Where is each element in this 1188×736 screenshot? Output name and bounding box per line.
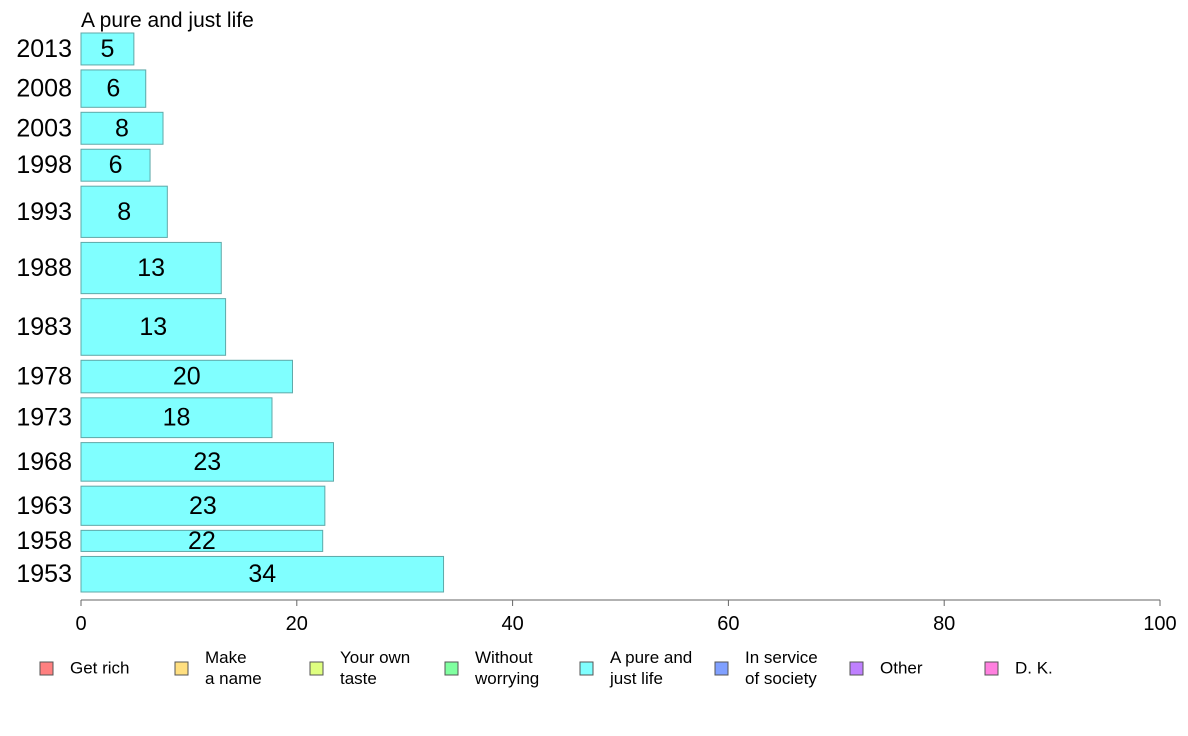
bar [80,69,147,108]
legend-label: Other [880,659,923,678]
bar-value-label: 6 [109,151,123,179]
legend-swatch [714,661,729,676]
bar [80,111,164,145]
legend-swatch [984,661,999,676]
year-label: 1953 [16,560,72,588]
legend-label: In service [745,648,818,667]
bar [80,442,334,482]
bar [80,241,222,295]
bar [80,298,227,356]
bar [80,397,273,439]
legend-label: of society [745,669,817,688]
legend-swatch [309,661,324,676]
x-tick-label: 60 [717,613,739,635]
bar [80,529,324,552]
bar-value-label: 22 [188,527,216,555]
legend-label: Your own [340,648,410,667]
bar-value-label: 13 [139,313,167,341]
year-label: 1998 [16,151,72,179]
year-label: 1978 [16,363,72,391]
legend-label: worrying [474,669,539,688]
bar [80,555,445,593]
legend-label: Make [205,648,247,667]
year-label: 2003 [16,114,72,142]
bar-value-label: 20 [173,363,201,391]
bar-value-label: 34 [248,560,276,588]
year-label: 1983 [16,313,72,341]
year-label: 1973 [16,404,72,432]
bar-value-label: 13 [137,254,165,282]
year-label: 1988 [16,254,72,282]
legend-swatch [174,661,189,676]
x-tick-label: 0 [75,613,86,635]
bar-value-label: 8 [117,198,131,226]
bar-value-label: 5 [100,35,114,63]
bar [80,185,168,238]
x-tick-label: 20 [286,613,308,635]
chart-title: A pure and just life [81,9,254,32]
bar [80,32,135,66]
year-label: 1993 [16,198,72,226]
legend-swatch [579,661,594,676]
bar [80,148,151,182]
legend-label: a name [205,669,262,688]
x-tick-label: 80 [933,613,955,635]
bar [80,485,326,526]
year-label: 2013 [16,35,72,63]
x-tick-label: 40 [501,613,523,635]
bar-value-label: 23 [189,492,217,520]
year-label: 1958 [16,527,72,555]
year-label: 1968 [16,448,72,476]
year-label: 1963 [16,492,72,520]
legend-label: Without [475,648,533,667]
legend-label: D. K. [1015,659,1053,678]
x-tick-label: 100 [1143,613,1176,635]
legend-label: taste [340,669,377,688]
legend-label: Get rich [70,659,130,678]
bar-value-label: 8 [115,114,129,142]
bar-value-label: 18 [163,404,191,432]
legend-label: A pure and [610,648,692,667]
legend-swatch [39,661,54,676]
legend-swatch [444,661,459,676]
bar-value-label: 23 [193,448,221,476]
year-label: 2008 [16,75,72,103]
bar [80,359,293,394]
legend-swatch [849,661,864,676]
bar-value-label: 6 [106,75,120,103]
legend-label: just life [609,669,663,688]
